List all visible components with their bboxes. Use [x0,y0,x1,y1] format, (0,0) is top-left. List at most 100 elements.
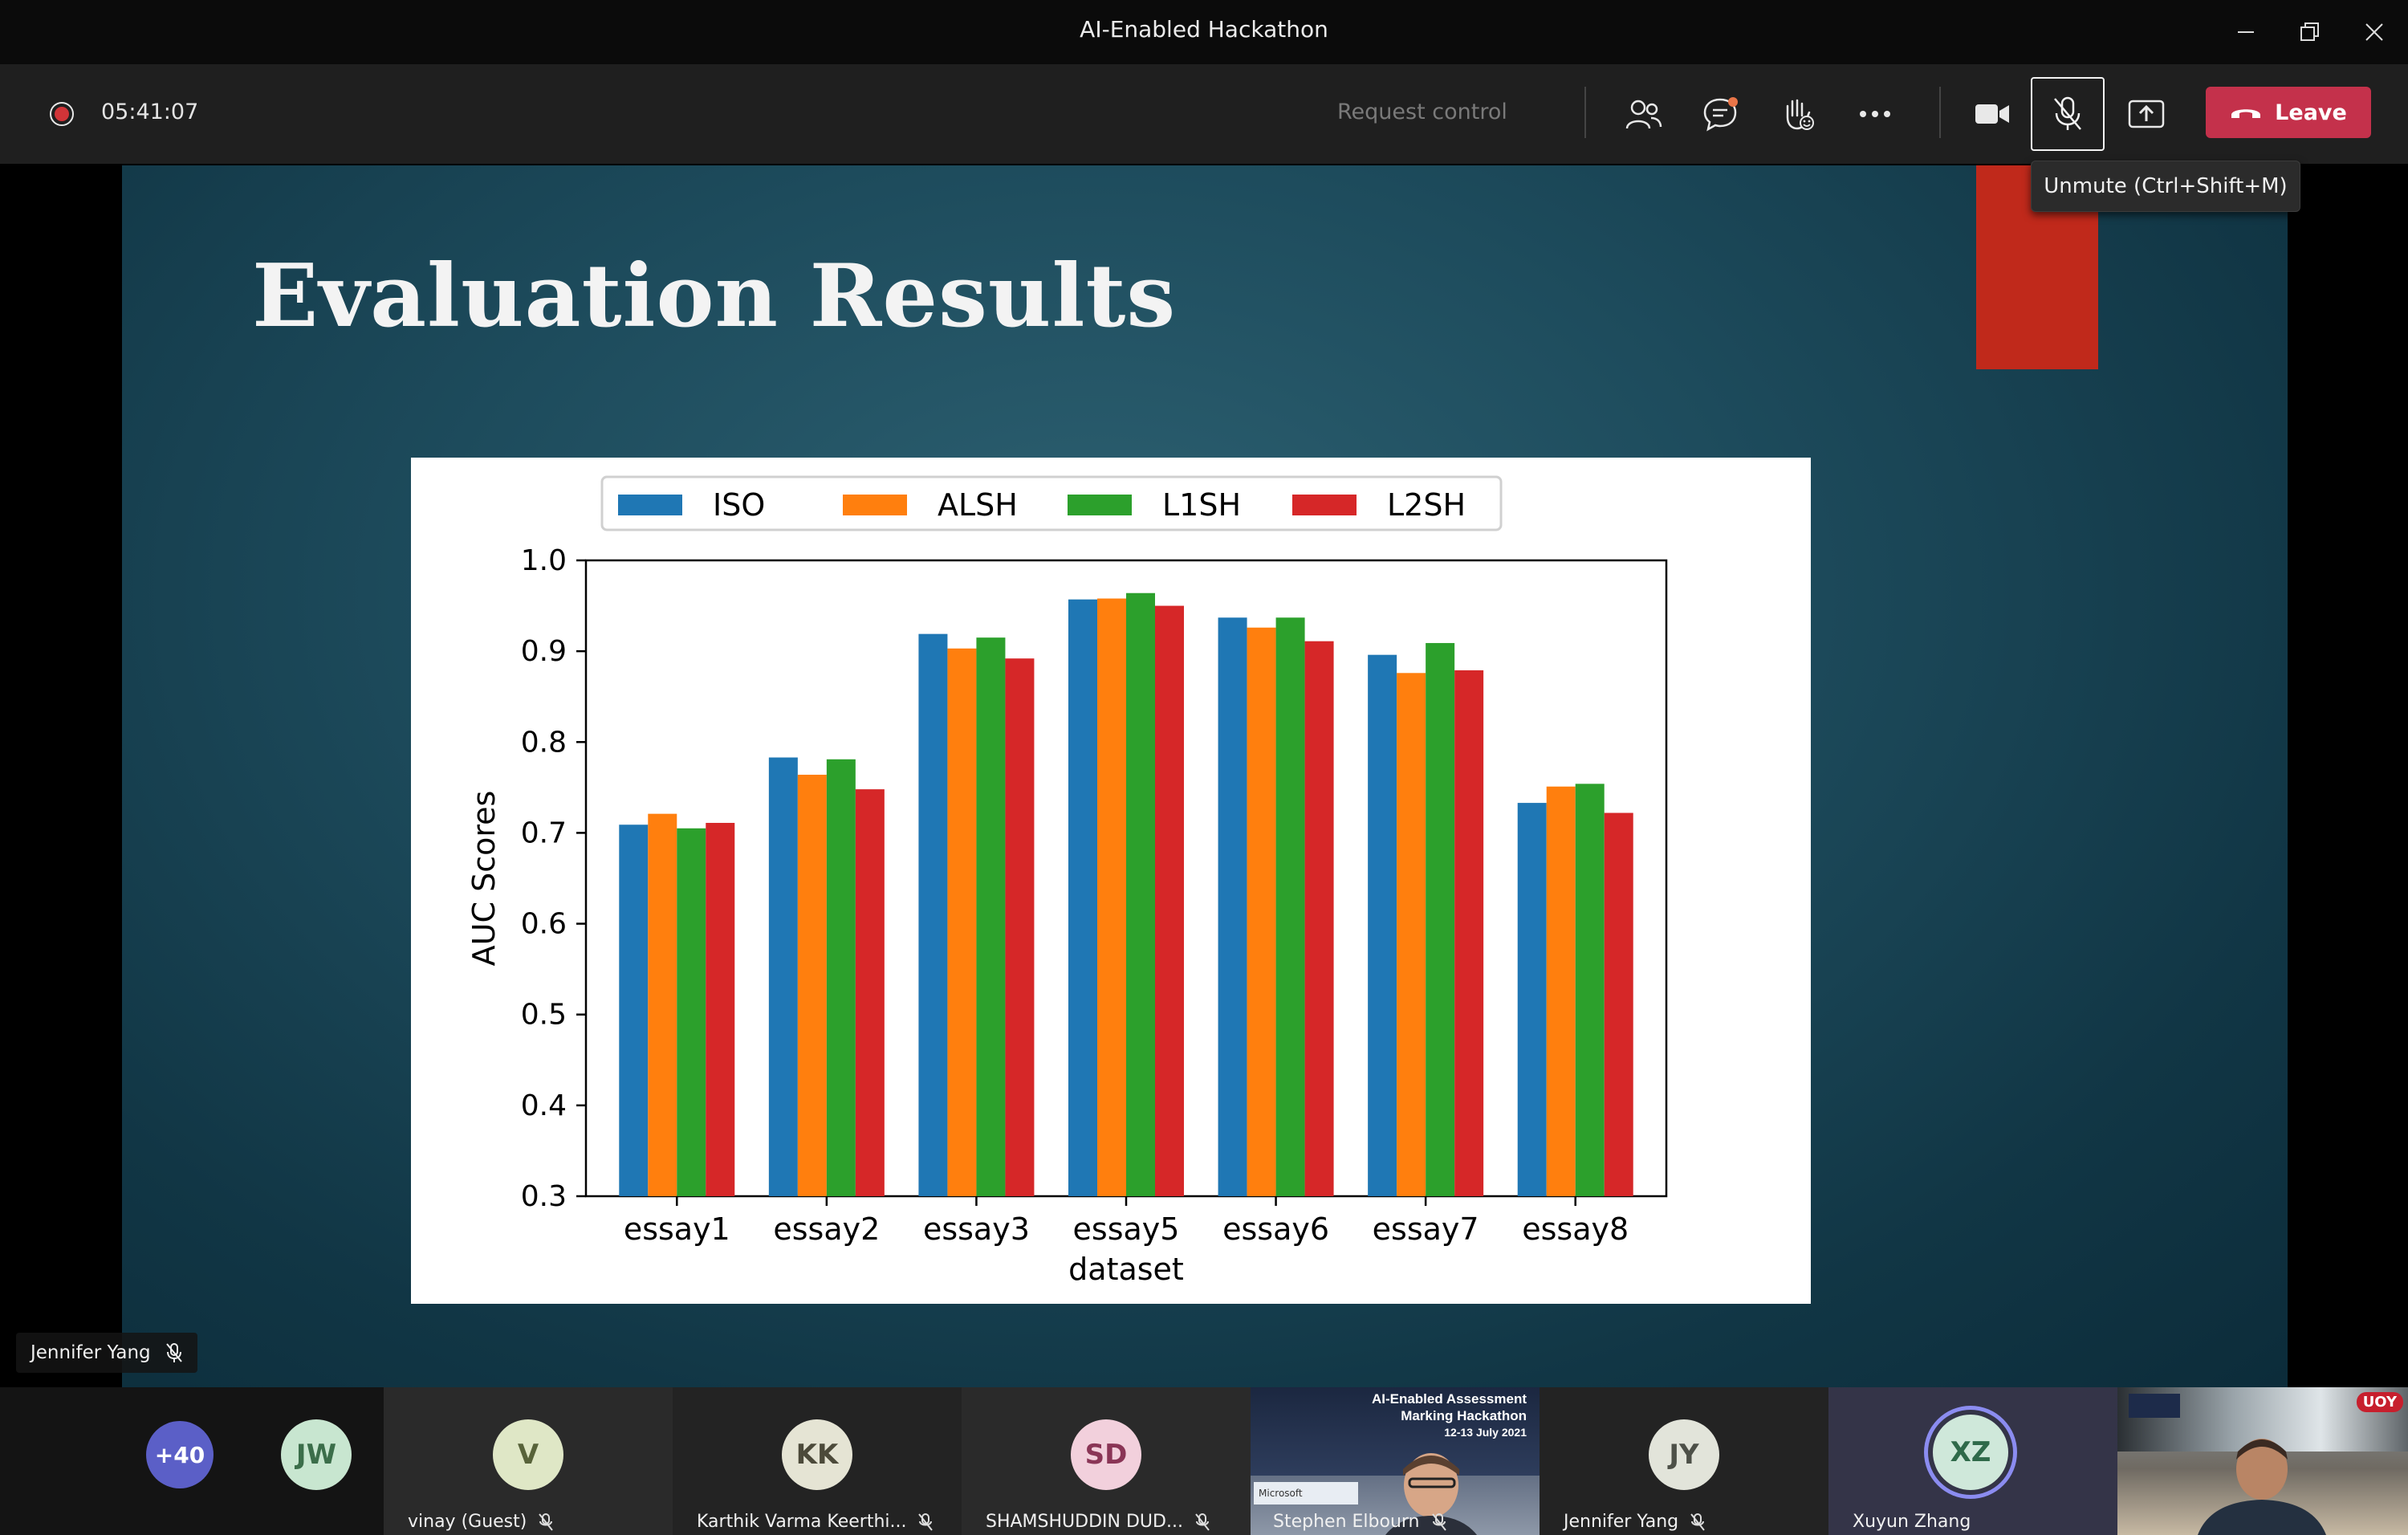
share-screen-button[interactable] [2109,77,2183,151]
leave-label: Leave [2275,100,2347,125]
bar-l2sh-essay3 [1005,658,1035,1196]
presenter-name-label: Jennifer Yang [16,1333,197,1373]
x-tick-label: essay5 [1073,1211,1180,1247]
legend-label-l1sh: L1SH [1162,487,1241,523]
window-title-bar: AI-Enabled Hackathon [0,0,2408,66]
video-camera-icon [1975,104,2009,124]
bar-l2sh-essay1 [706,822,735,1196]
participant-name: Stephen Elbourn [1273,1512,1447,1532]
participant-name: SHAMSHUDDIN DUD... [986,1512,1210,1532]
y-tick-label: 0.9 [521,635,567,668]
bar-iso-essay8 [1517,803,1547,1196]
recording-indicator [48,100,75,128]
toolbar-divider [1584,87,1586,138]
minimize-button[interactable] [2228,14,2264,50]
legend-label-l2sh: L2SH [1387,487,1466,523]
video-backdrop [1251,1387,1540,1476]
bar-alsh-essay6 [1247,627,1276,1196]
toolbar-divider [1939,87,1941,138]
participant-tile[interactable]: JY Jennifer Yang [1540,1387,1828,1535]
microphone-muted-icon [1431,1513,1446,1531]
bar-iso-essay2 [768,757,798,1196]
bar-l2sh-essay7 [1454,670,1484,1196]
participant-tile[interactable]: SD SHAMSHUDDIN DUD... [962,1387,1251,1535]
participant-tile[interactable]: XZ Xuyun Zhang [1828,1387,2117,1535]
shared-slide: Evaluation Results 0.3 0.4 0.5 0.6 0.7 0.8 0.9… [122,165,2288,1387]
x-tick-label: essay6 [1222,1211,1329,1247]
avatar: SD [1071,1419,1141,1490]
bar-l1sh-essay2 [826,759,856,1196]
participant-tile[interactable]: V vinay (Guest) [384,1387,673,1535]
people-icon [1625,100,1662,129]
participant-name: vinay (Guest) [408,1512,554,1532]
microphone-muted-icon [539,1513,554,1531]
microphone-muted-icon [165,1343,182,1362]
person-silhouette-icon [2198,1439,2326,1535]
legend-swatch-l2sh [1292,495,1357,515]
x-tick-label: essay2 [773,1211,880,1247]
participant-tile[interactable]: +40 JW [0,1387,384,1535]
close-window-button[interactable] [2357,14,2392,50]
bar-alsh-essay5 [1097,598,1126,1196]
bar-l1sh-essay8 [1575,784,1605,1196]
presenter-name: Jennifer Yang [31,1342,151,1363]
reactions-button[interactable] [1761,77,1835,151]
meeting-timer: 05:41:07 [101,100,199,124]
x-axis-label: dataset [1068,1252,1184,1287]
x-tick-label: essay3 [923,1211,1030,1247]
chat-button[interactable] [1684,77,1758,151]
video-banner-text: AI-Enabled Assessment Marking Hackathon … [1371,1391,1527,1439]
participant-name: Xuyun Zhang [1853,1512,1971,1532]
y-tick-label: 0.3 [521,1180,567,1213]
overflow-count-badge[interactable]: +40 [146,1421,214,1488]
x-tick-label: essay1 [624,1211,730,1247]
y-tick-label: 0.4 [521,1089,567,1122]
participant-video-tile[interactable]: UOY [2117,1387,2408,1535]
sponsor-logos: Microsoft [1254,1482,1358,1504]
avatar: JW [281,1419,352,1490]
bar-iso-essay5 [1068,599,1097,1196]
bar-l2sh-essay8 [1604,812,1633,1196]
participant-name: Karthik Varma Keerthi... [697,1512,934,1532]
restore-button[interactable] [2292,14,2328,50]
participant-name: Jennifer Yang [1564,1512,1706,1532]
bar-l2sh-essay2 [855,789,885,1196]
x-tick-label: essay8 [1522,1211,1629,1247]
legend-box [600,475,1503,531]
window-title: AI-Enabled Hackathon [1080,16,1328,43]
bar-l1sh-essay3 [976,637,1006,1196]
bar-l1sh-essay1 [677,828,706,1196]
bar-iso-essay1 [619,825,649,1196]
x-tick-label: essay7 [1373,1211,1479,1247]
bar-iso-essay6 [1218,617,1247,1196]
avatar: JY [1649,1419,1719,1490]
bar-l1sh-essay7 [1426,642,1455,1196]
bar-l2sh-essay6 [1304,641,1334,1196]
more-options-button[interactable] [1838,77,1912,151]
slide-title: Evaluation Results [252,246,1177,347]
raise-hand-icon [1786,99,1814,130]
y-tick-label: 0.7 [521,816,567,849]
restore-icon [2300,22,2319,41]
leave-button[interactable]: Leave [2206,87,2371,138]
logo-mark [2129,1394,2180,1418]
bar-chart: 0.3 0.4 0.5 0.6 0.7 0.8 0.9 1.0 essay1 essay2 essa… [411,458,1811,1304]
hang-up-icon [2231,109,2261,118]
request-control-button[interactable]: Request control [1337,100,1507,124]
minimize-icon [2238,31,2254,33]
participants-button[interactable] [1607,77,1681,151]
microphone-button[interactable] [2031,77,2105,151]
participant-video-tile[interactable]: AI-Enabled Assessment Marking Hackathon … [1251,1387,1540,1535]
microphone-muted-icon [1690,1513,1705,1531]
camera-button[interactable] [1955,77,2029,151]
bar-iso-essay7 [1368,654,1397,1196]
y-axis-label: AUC Scores [466,791,502,967]
bar-iso-essay3 [918,633,948,1196]
avatar: KK [782,1419,852,1490]
legend-label-alsh: ALSH [938,487,1018,523]
legend-swatch-alsh [843,495,907,515]
y-tick-label: 1.0 [521,544,567,577]
participant-tile[interactable]: KK Karthik Varma Keerthi... [673,1387,962,1535]
more-icon [1860,111,1890,117]
share-screen-icon [2128,100,2165,128]
